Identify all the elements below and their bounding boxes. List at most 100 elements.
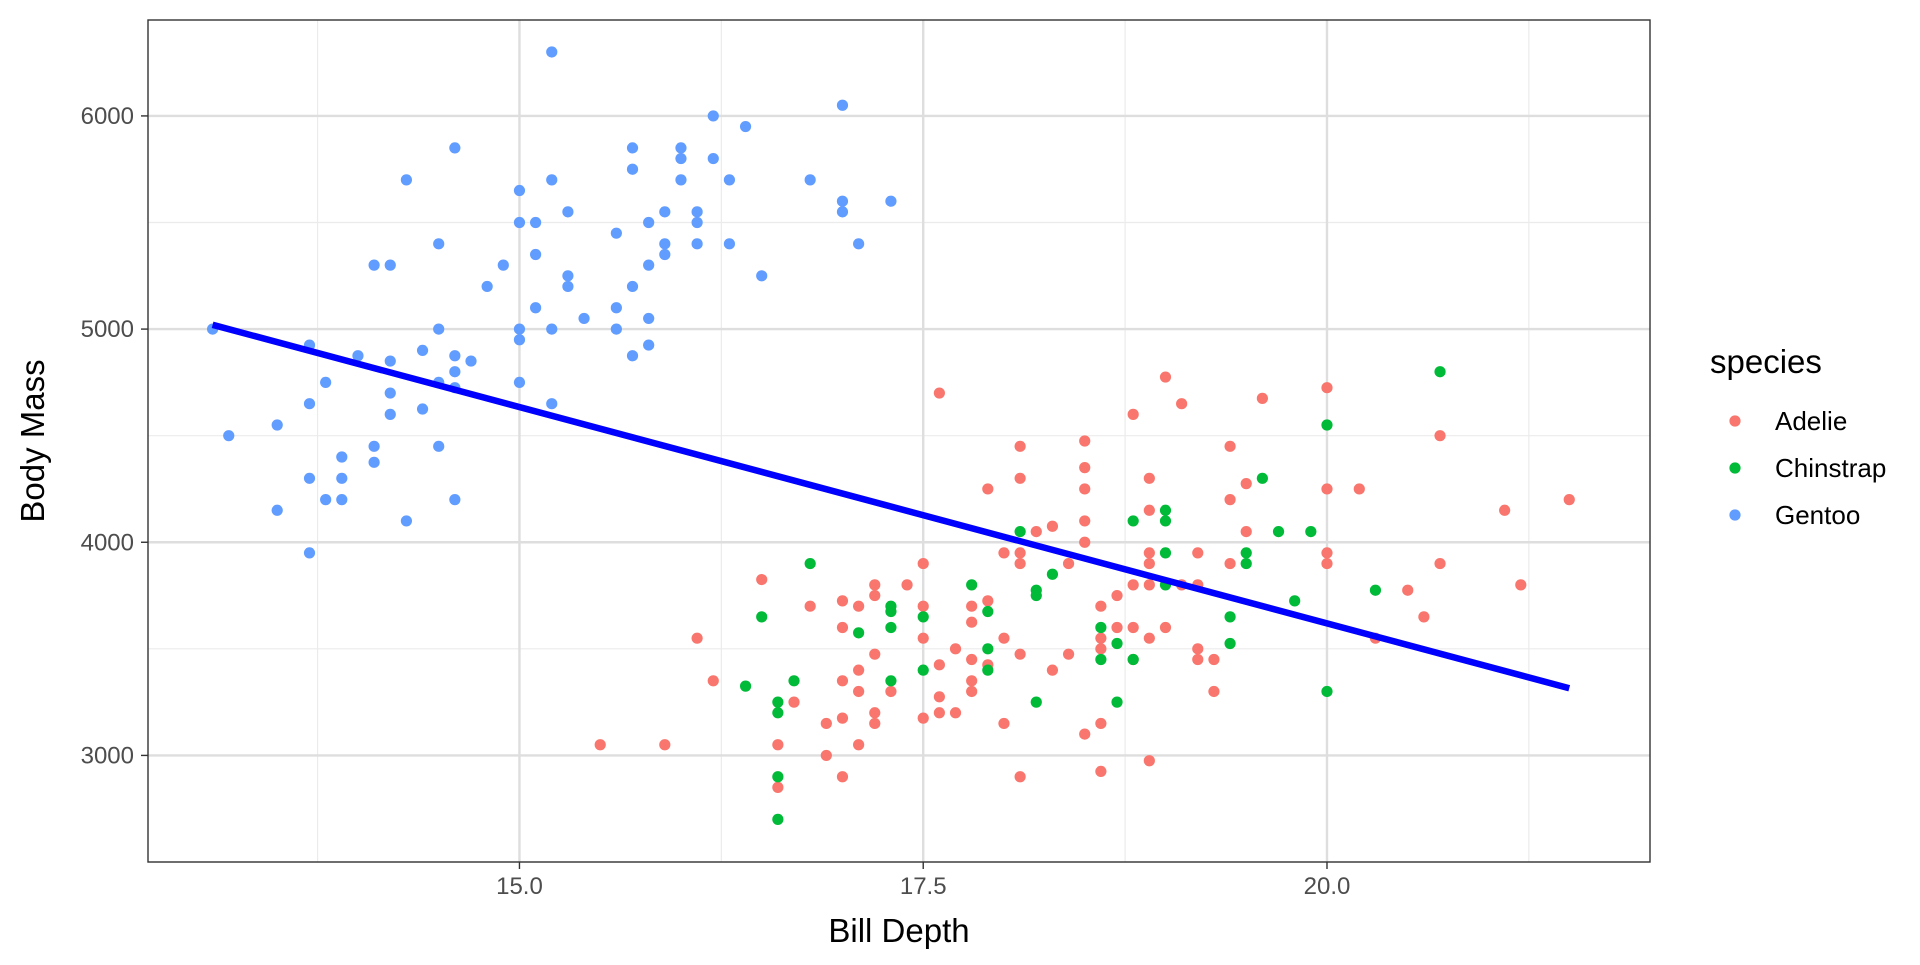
- panel-border: [147, 19, 1651, 863]
- gentoo-point: [562, 280, 574, 293]
- regression-line: [211, 321, 1571, 692]
- adelie-point: [1014, 648, 1026, 660]
- adelie-point: [707, 675, 719, 687]
- gentoo-point: [384, 408, 396, 420]
- adelie-point: [933, 707, 945, 719]
- gentoo-point: [643, 259, 655, 271]
- x-axis-title: Bill Depth: [828, 912, 969, 949]
- gentoo-point: [303, 398, 316, 410]
- chinstrap-point: [1046, 568, 1059, 580]
- adelie-point: [1256, 392, 1268, 404]
- chinstrap-point: [772, 771, 784, 783]
- adelie-point: [1127, 621, 1139, 634]
- chinstrap-point: [1111, 696, 1123, 708]
- adelie-point: [1095, 632, 1107, 644]
- adelie-point: [869, 717, 881, 730]
- adelie-point: [594, 739, 606, 751]
- data-points: [207, 46, 1575, 825]
- adelie-point: [966, 616, 978, 628]
- chinstrap-point: [1127, 515, 1139, 527]
- gentoo-point: [271, 504, 283, 516]
- chinstrap-point: [1030, 696, 1042, 708]
- gentoo-point: [739, 120, 752, 133]
- gentoo-point: [691, 216, 703, 229]
- chinstrap-point: [1289, 595, 1301, 607]
- legend-key-chinstrap: [1729, 462, 1741, 474]
- adelie-point: [1159, 371, 1172, 383]
- gentoo-point: [723, 238, 736, 250]
- adelie-point: [836, 712, 849, 724]
- x-tick-label: 20.0: [1304, 873, 1351, 900]
- chinstrap-point: [1256, 472, 1268, 484]
- chinstrap-point: [885, 675, 897, 687]
- y-axis-title: Body Mass: [14, 359, 51, 522]
- adelie-point: [966, 685, 978, 698]
- gentoo-point: [530, 302, 542, 314]
- adelie-point: [1014, 557, 1026, 570]
- adelie-point: [1176, 398, 1188, 410]
- gentoo-point: [675, 152, 687, 165]
- gentoo-point: [223, 430, 235, 442]
- adelie-point: [949, 707, 962, 719]
- adelie-point: [1014, 440, 1026, 452]
- adelie-point: [1014, 472, 1026, 484]
- adelie-point: [869, 648, 881, 660]
- adelie-point: [1224, 494, 1236, 506]
- adelie-point: [1159, 621, 1172, 634]
- gentoo-point: [546, 398, 558, 410]
- adelie-point: [1079, 435, 1091, 447]
- adelie-point: [1321, 557, 1333, 570]
- adelie-point: [1143, 557, 1155, 570]
- adelie-point: [982, 483, 994, 495]
- adelie-point: [966, 600, 978, 612]
- gentoo-point: [530, 248, 542, 261]
- adelie-point: [1208, 653, 1220, 666]
- gentoo-point: [416, 344, 429, 357]
- adelie-point: [836, 595, 849, 607]
- adelie-point: [1353, 483, 1365, 495]
- adelie-point: [1095, 643, 1107, 655]
- gentoo-point: [513, 216, 526, 229]
- adelie-point: [836, 771, 849, 783]
- gentoo-point: [336, 494, 348, 506]
- adelie-point: [885, 685, 897, 698]
- adelie-point: [1062, 648, 1075, 660]
- adelie-point: [1079, 483, 1091, 495]
- gentoo-point: [626, 280, 639, 293]
- legend-label-gentoo: Gentoo: [1775, 500, 1860, 530]
- adelie-point: [917, 712, 929, 724]
- adelie-point: [853, 664, 865, 676]
- adelie-point: [998, 632, 1010, 644]
- gentoo-point: [513, 376, 526, 388]
- gentoo-point: [546, 323, 558, 335]
- chinstrap-point: [1240, 557, 1252, 570]
- adelie-point: [691, 632, 703, 644]
- adelie-point: [836, 675, 849, 687]
- legend-title: species: [1710, 343, 1822, 380]
- y-tick-label: 4000: [81, 529, 134, 556]
- chinstrap-point: [1224, 637, 1236, 650]
- chinstrap-point: [982, 643, 994, 655]
- gentoo-point: [691, 206, 703, 218]
- adelie-point: [1014, 547, 1026, 559]
- gentoo-point: [384, 355, 396, 367]
- adelie-point: [1192, 547, 1204, 559]
- adelie-point: [659, 739, 671, 751]
- chinstrap-point: [853, 627, 865, 639]
- adelie-point: [982, 595, 994, 607]
- gentoo-point: [481, 280, 493, 293]
- adelie-point: [1014, 771, 1026, 783]
- adelie-point: [1079, 515, 1091, 527]
- gentoo-point: [320, 494, 332, 506]
- gentoo-point: [804, 174, 816, 186]
- gentoo-point: [449, 350, 461, 362]
- gentoo-point: [449, 366, 461, 378]
- adelie-point: [1143, 504, 1155, 516]
- chinstrap-point: [1095, 653, 1107, 666]
- adelie-point: [869, 707, 881, 719]
- gentoo-point: [513, 323, 526, 335]
- adelie-point: [933, 387, 945, 399]
- gentoo-point: [433, 238, 445, 250]
